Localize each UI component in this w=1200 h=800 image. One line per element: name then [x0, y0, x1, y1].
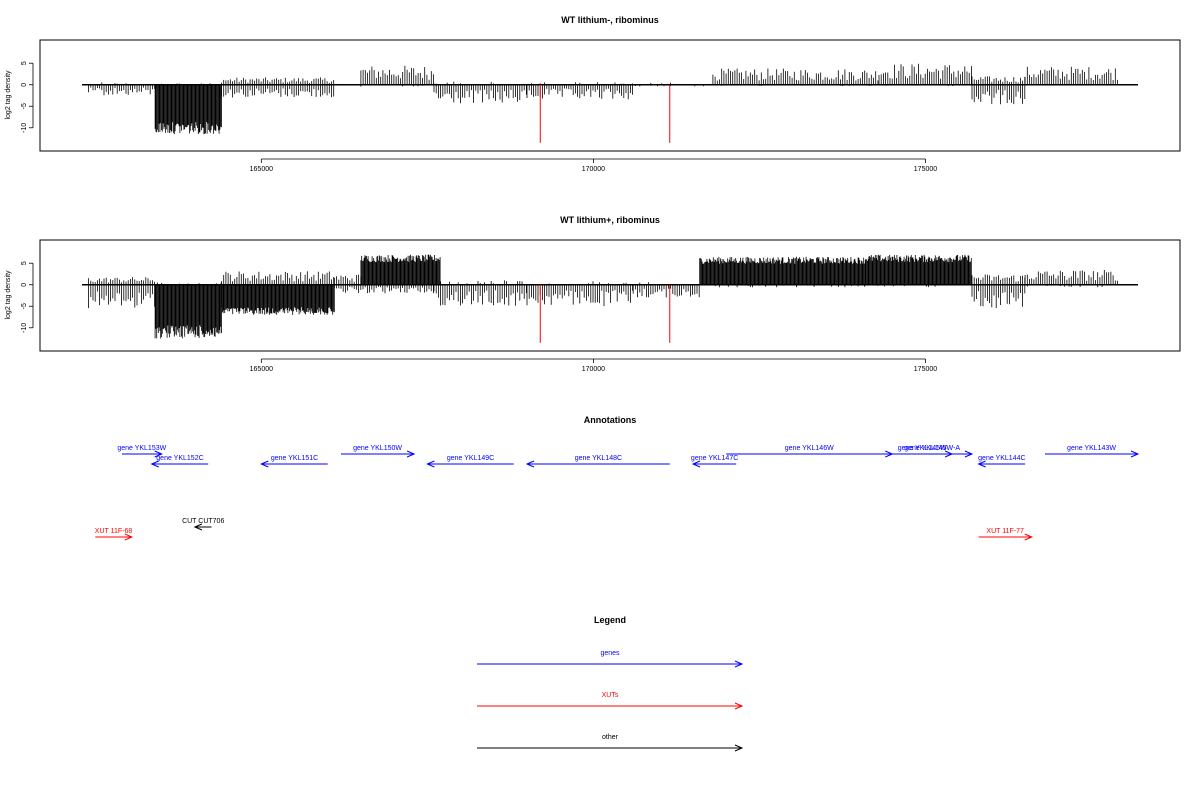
gene-feature[interactable]: gene YKL146W — [726, 445, 894, 458]
gene-feature[interactable]: gene YKL145W-A — [892, 445, 974, 458]
feature-label: gene YKL143W — [1067, 445, 1116, 452]
feature-label: XUT 11F-77 — [986, 528, 1024, 535]
legend-label: XUTs — [602, 692, 619, 699]
coverage-bars — [82, 254, 1138, 343]
y-tick-label: -10 — [21, 123, 28, 133]
y-tick-label: -10 — [21, 323, 28, 333]
panel-title: WT lithium-, ribominus — [561, 15, 659, 25]
feature-label: gene YKL152C — [156, 455, 203, 462]
feature-arrow-head — [964, 450, 974, 458]
y-axis-label: log2 tag density — [5, 270, 12, 320]
coverage-bars — [82, 63, 1138, 143]
feature-label: gene YKL153W — [117, 445, 166, 452]
y-tick-label: 0 — [21, 283, 28, 287]
legend-items: genes XUTs other — [477, 650, 744, 752]
feature-arrow-head — [1024, 533, 1034, 541]
plot-frame — [39, 39, 1181, 152]
x-tick-label: 165000 — [250, 166, 273, 173]
feature-label: CUT CUT706 — [182, 518, 224, 525]
feature-arrow-head — [154, 450, 163, 458]
gene-feature[interactable]: gene YKL150W — [341, 445, 416, 458]
legend-label: other — [602, 734, 619, 741]
track-panel-lithium-minus: WT lithium-, ribominus log2 tag density … — [5, 15, 1181, 173]
feature-label: gene YKL145W — [898, 445, 947, 452]
y-tick-label: 5 — [21, 261, 28, 265]
xut-feature[interactable]: XUT 11F-68 — [95, 528, 134, 541]
y-tick-label: -5 — [21, 303, 28, 309]
other-feature[interactable]: CUT CUT706 — [182, 518, 224, 531]
plot-frame — [39, 239, 1181, 352]
y-tick-label: 0 — [21, 83, 28, 87]
x-tick-label: 175000 — [914, 166, 937, 173]
feature-arrow-head — [525, 460, 535, 468]
feature-label: XUT 11F-68 — [95, 528, 133, 535]
feature-label: gene YKL144C — [978, 455, 1025, 462]
legend-item: XUTs — [477, 692, 744, 710]
feature-arrow-head — [691, 460, 701, 468]
legend-arrow-head — [734, 744, 744, 752]
legend-title: Legend — [594, 615, 626, 625]
annotations-title: Annotations — [584, 415, 637, 425]
feature-arrow-head — [406, 450, 416, 458]
x-tick-label: 170000 — [582, 366, 605, 373]
y-tick-label: -5 — [21, 103, 28, 109]
y-axis-label: log2 tag density — [5, 70, 12, 120]
gene-feature[interactable]: gene YKL149C — [426, 455, 514, 468]
x-tick-label: 165000 — [250, 366, 273, 373]
gene-feature[interactable]: gene YKL152C — [150, 455, 209, 468]
track-panel-lithium-plus: WT lithium+, ribominus log2 tag density … — [5, 215, 1181, 373]
x-tick-label: 170000 — [582, 166, 605, 173]
x-tick-label: 175000 — [914, 366, 937, 373]
y-tick-label: 5 — [21, 61, 28, 65]
feature-arrow-head — [193, 523, 203, 531]
feature-label: gene YKL147C — [691, 455, 738, 462]
feature-label: gene YKL150W — [353, 445, 402, 452]
legend-item: other — [477, 734, 744, 752]
legend-item: genes — [477, 650, 744, 668]
gene-feature[interactable]: gene YKL144C — [977, 455, 1026, 468]
feature-label: gene YKL148C — [575, 455, 622, 462]
feature-label: gene YKL151C — [271, 455, 318, 462]
feature-arrow-head — [1130, 450, 1140, 458]
legend: Legend genes XUTs other — [477, 615, 744, 752]
feature-label: gene YKL149C — [447, 455, 494, 462]
feature-arrow-head — [426, 460, 435, 468]
feature-arrow-head — [260, 460, 269, 468]
panel-title: WT lithium+, ribominus — [560, 215, 660, 225]
feature-label: gene YKL146W — [785, 445, 834, 452]
feature-arrow-head — [150, 460, 159, 468]
feature-arrow-head — [124, 533, 134, 541]
gene-feature[interactable]: gene YKL151C — [260, 455, 328, 468]
axes: 5 0 -5 -10 165000 170000 175000 — [21, 261, 937, 373]
xut-feature[interactable]: XUT 11F-77 — [978, 528, 1034, 541]
gene-feature[interactable]: gene YKL153W — [117, 445, 167, 458]
legend-arrow-head — [734, 702, 744, 710]
gene-feature[interactable]: gene YKL148C — [525, 455, 670, 468]
gene-feature[interactable]: gene YKL143W — [1045, 445, 1140, 458]
annotation-features: gene YKL153W gene YKL152C gene YKL151C gene… — [95, 445, 1140, 541]
feature-arrow-head — [977, 460, 986, 468]
legend-arrow-head — [734, 660, 744, 668]
gene-feature[interactable]: gene YKL147C — [691, 455, 738, 468]
feature-label: gene YKL145W-A — [904, 445, 960, 452]
legend-label: genes — [600, 650, 620, 657]
axes: 5 0 -5 -10 165000 170000 175000 — [21, 61, 937, 173]
